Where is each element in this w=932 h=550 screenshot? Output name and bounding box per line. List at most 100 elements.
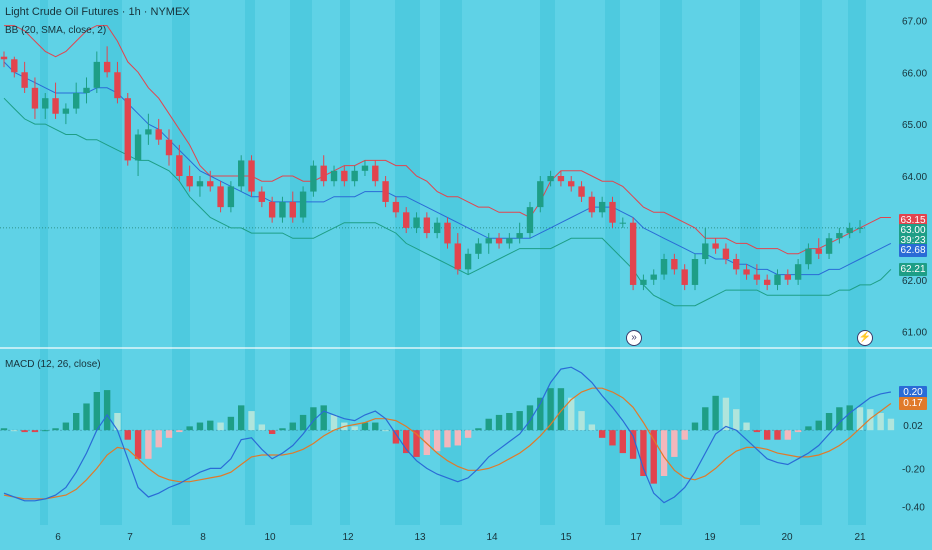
session-stripe [848, 0, 866, 525]
candle-body [72, 93, 80, 109]
candle-body [495, 238, 503, 244]
time-tick-label: 12 [342, 532, 354, 543]
macd-histogram-bar [31, 430, 39, 433]
price-value-badge: 63.00 [899, 223, 927, 237]
price-value-badge: 62.21 [899, 262, 927, 276]
bollinger-legend[interactable]: BB (20, SMA, close, 2) [5, 25, 107, 36]
macd-histogram-bar [248, 411, 255, 431]
flash-event-icon[interactable]: ⚡ [857, 330, 873, 346]
candle-body [526, 207, 534, 234]
macd-histogram-bar [444, 430, 451, 448]
macd-histogram-bar [83, 403, 90, 431]
macd-histogram-bar [217, 422, 224, 431]
candle-body [609, 201, 616, 223]
time-tick-label: 6 [55, 532, 61, 543]
candle-body [578, 186, 585, 197]
macd-histogram-bar [547, 388, 554, 431]
macd-histogram-bar [784, 430, 792, 440]
candle-body [372, 165, 379, 182]
candle-body [248, 160, 255, 192]
macd-histogram-bar [846, 405, 853, 431]
macd-histogram-bar [836, 407, 843, 431]
macd-signal-line [3, 387, 892, 500]
candle-body [413, 217, 420, 228]
macd-histogram-bar [372, 422, 379, 431]
macd-histogram-bar [702, 407, 709, 431]
macd-value-badge: 0.02 [903, 421, 923, 433]
candle-body [299, 191, 307, 218]
session-stripe [740, 0, 760, 525]
candle-body [330, 170, 338, 182]
price-value-badge: 62.68 [899, 243, 927, 257]
macd-histogram-bar [145, 430, 152, 459]
time-tick-label: 20 [781, 532, 793, 543]
price-value-badge: 39:23 [899, 233, 927, 247]
economic-event-icon[interactable]: » [626, 330, 642, 346]
macd-histogram-bar [165, 430, 173, 438]
time-tick-label: 21 [854, 532, 866, 543]
candle-body [155, 129, 162, 140]
candle-body [83, 87, 90, 93]
candle-body [392, 201, 400, 213]
macd-histogram-bar [794, 430, 802, 433]
macd-histogram-bar [805, 426, 812, 431]
candle-body [217, 186, 224, 208]
macd-histogram-bar [815, 420, 822, 431]
candle-body [196, 181, 204, 187]
macd-histogram-bar [867, 409, 874, 431]
macd-histogram-bar [413, 430, 420, 457]
candle-body [815, 248, 822, 254]
macd-histogram-bar [774, 430, 781, 440]
macd-histogram-bar [93, 392, 101, 431]
macd-histogram-bar [733, 409, 740, 431]
time-tick-label: 14 [486, 532, 498, 543]
time-tick-label: 13 [414, 532, 426, 543]
macd-histogram-bar [660, 430, 668, 476]
macd-histogram-bar [526, 405, 534, 431]
candle-body [691, 259, 699, 285]
price-tick-label: 61.00 [902, 328, 927, 339]
session-stripe [245, 0, 255, 525]
candle-body [598, 201, 606, 213]
candle-body [361, 165, 369, 171]
candle-body [227, 186, 235, 208]
session-stripe [340, 0, 350, 525]
macd-histogram-bar [681, 430, 688, 440]
macd-histogram-bar [609, 430, 616, 446]
time-tick-label: 15 [560, 532, 572, 543]
candle-body [433, 222, 441, 234]
time-tick-label: 10 [264, 532, 276, 543]
price-tick-label: 65.00 [902, 120, 927, 131]
candle-body [640, 279, 647, 285]
macd-histogram-bar [207, 420, 214, 431]
macd-histogram-bar [21, 430, 28, 433]
session-stripe [440, 0, 462, 525]
candle-body [774, 274, 781, 285]
macd-tick-label: -0.20 [902, 464, 925, 475]
candle-body [629, 222, 637, 285]
macd-value-badge: 0.17 [899, 397, 927, 411]
candle-body [42, 98, 49, 109]
candle-body [289, 201, 296, 218]
macd-histogram-bar [52, 428, 59, 431]
macd-histogram-bar [196, 422, 204, 431]
macd-histogram-bar [155, 430, 162, 448]
price-tick-label: 62.00 [902, 276, 927, 287]
candle-body [650, 274, 657, 280]
candle-body [506, 238, 513, 244]
session-stripe [40, 0, 48, 525]
macd-tick-label: -0.40 [902, 503, 925, 514]
candle-body [31, 87, 39, 109]
macd-histogram-bar [753, 430, 761, 433]
macd-histogram-bar [743, 422, 750, 431]
macd-line [3, 366, 892, 504]
macd-histogram-bar [330, 414, 338, 431]
macd-legend[interactable]: MACD (12, 26, close) [5, 359, 101, 370]
macd-histogram-bar [361, 422, 369, 431]
macd-histogram-bar [62, 422, 70, 431]
macd-histogram-bar [258, 424, 266, 431]
symbol-title[interactable]: Light Crude Oil Futures · 1h · NYMEX [5, 6, 190, 18]
macd-histogram-bar [825, 413, 833, 431]
